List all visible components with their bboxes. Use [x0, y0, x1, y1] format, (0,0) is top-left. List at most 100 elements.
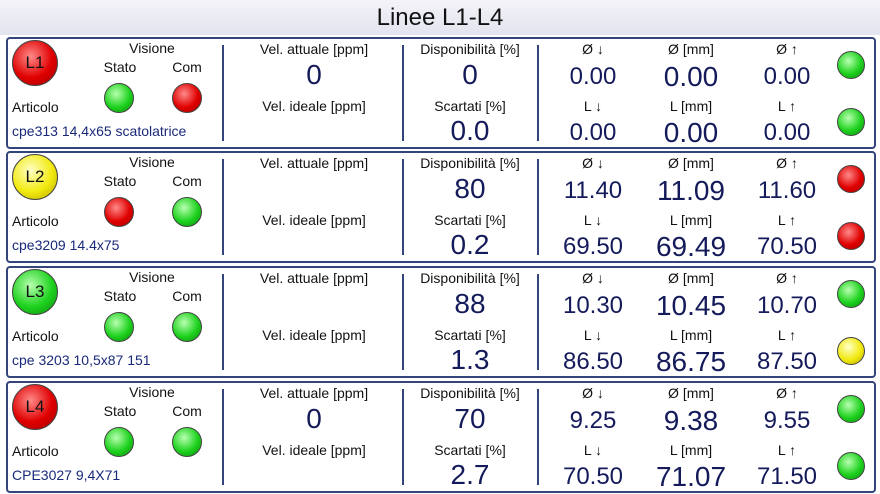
value: 0: [306, 403, 322, 434]
label: Ø ↓: [582, 270, 604, 286]
separator: [402, 274, 404, 370]
label: Ø ↓: [582, 155, 604, 171]
separator: [537, 45, 539, 141]
label: Scartati [%]: [434, 212, 506, 228]
label: Articolo: [12, 213, 59, 229]
separator: [537, 389, 539, 485]
label: Visione: [129, 40, 175, 56]
label: Vel. ideale [ppm]: [262, 327, 366, 343]
label: L [mm]: [669, 327, 713, 343]
value: 11.60: [757, 177, 817, 204]
label: Com: [172, 59, 202, 75]
value: 0.00: [663, 61, 719, 92]
label: Vel. attuale [ppm]: [259, 385, 369, 401]
value: 0.2: [450, 229, 490, 260]
value: 88: [454, 288, 486, 319]
value: 71.07: [655, 461, 727, 492]
status-lamp: [172, 83, 202, 113]
status-lamp: [837, 337, 865, 365]
value: 86.50: [562, 348, 624, 375]
value: 87.50: [756, 348, 818, 375]
label: Vel. ideale [ppm]: [262, 98, 366, 114]
label: Scartati [%]: [434, 327, 506, 343]
value: 0.00: [763, 63, 811, 90]
label: Ø ↑: [776, 41, 798, 57]
separator: [537, 159, 539, 255]
article-code: CPE3027 9,4X71: [12, 467, 121, 483]
status-lamp: [837, 222, 865, 250]
label: L ↑: [777, 327, 797, 343]
label: Disponibilità [%]: [420, 385, 520, 401]
label: L ↑: [777, 212, 797, 228]
line-panel: L1 Visione Stato Com Articolo cpe313 14,4x65 …: [6, 37, 876, 149]
status-lamp: [837, 395, 865, 423]
value: 80: [454, 173, 486, 204]
status-lamp: [172, 427, 202, 457]
label: Disponibilità [%]: [420, 41, 520, 57]
line-indicator: L1: [12, 40, 58, 86]
screen-title: Linee L1-L4: [0, 0, 880, 35]
label: Visione: [129, 269, 175, 285]
label: Ø [mm]: [668, 270, 714, 286]
value: 0.00: [763, 119, 811, 146]
label: Ø [mm]: [668, 155, 714, 171]
separator: [402, 389, 404, 485]
line-indicator: L2: [12, 154, 58, 200]
label: Vel. attuale [ppm]: [259, 41, 369, 57]
label: L ↓: [583, 212, 603, 228]
value: 0.0: [450, 115, 490, 146]
label: Disponibilità [%]: [420, 270, 520, 286]
label: Articolo: [12, 99, 59, 115]
line-indicator: L4: [12, 384, 58, 430]
label: Ø ↑: [776, 270, 798, 286]
value: 2.7: [450, 459, 490, 490]
label: Stato: [103, 288, 137, 304]
label: L ↑: [777, 442, 797, 458]
value: 0: [306, 59, 322, 90]
article-code: cpe 3203 10,5x87 151: [12, 352, 151, 368]
label: Visione: [129, 384, 175, 400]
label: Vel. attuale [ppm]: [259, 270, 369, 286]
label: Com: [172, 288, 202, 304]
status-lamp: [104, 427, 134, 457]
value: 10.30: [562, 292, 624, 319]
value: 69.50: [562, 233, 624, 260]
line-panel: L4 Visione Stato Com Articolo CPE3027 9,4X71 V…: [6, 381, 876, 493]
label: Ø [mm]: [668, 385, 714, 401]
label: Disponibilità [%]: [420, 155, 520, 171]
value: 9.38: [663, 405, 719, 436]
value: 70: [454, 403, 486, 434]
label: Ø ↑: [776, 385, 798, 401]
status-lamp: [837, 280, 865, 308]
label: L ↓: [583, 327, 603, 343]
separator: [222, 159, 224, 255]
label: Scartati [%]: [434, 98, 506, 114]
value: 86.75: [655, 346, 727, 377]
value: 70.50: [562, 463, 624, 490]
label: Scartati [%]: [434, 442, 506, 458]
label: Vel. ideale [ppm]: [262, 442, 366, 458]
line-panel: L2 Visione Stato Com Articolo cpe3209 14.4x75…: [6, 151, 876, 263]
value: 10.45: [655, 290, 727, 321]
label: L [mm]: [669, 442, 713, 458]
label: L [mm]: [669, 212, 713, 228]
value: 9.55: [763, 407, 811, 434]
label: L ↓: [583, 98, 603, 114]
status-lamp: [172, 312, 202, 342]
label: Vel. ideale [ppm]: [262, 212, 366, 228]
value: 0.00: [663, 117, 719, 148]
separator: [537, 274, 539, 370]
label: L ↓: [583, 442, 603, 458]
article-code: cpe313 14,4x65 scatolatrice: [12, 123, 187, 139]
value: 71.50: [756, 463, 818, 490]
status-lamp: [104, 312, 134, 342]
label: L ↑: [777, 98, 797, 114]
status-lamp: [104, 83, 134, 113]
label: Stato: [103, 403, 137, 419]
status-lamp: [837, 165, 865, 193]
value: 70.50: [756, 233, 818, 260]
separator: [222, 45, 224, 141]
value: 69.49: [655, 231, 727, 262]
label: Ø ↓: [582, 385, 604, 401]
